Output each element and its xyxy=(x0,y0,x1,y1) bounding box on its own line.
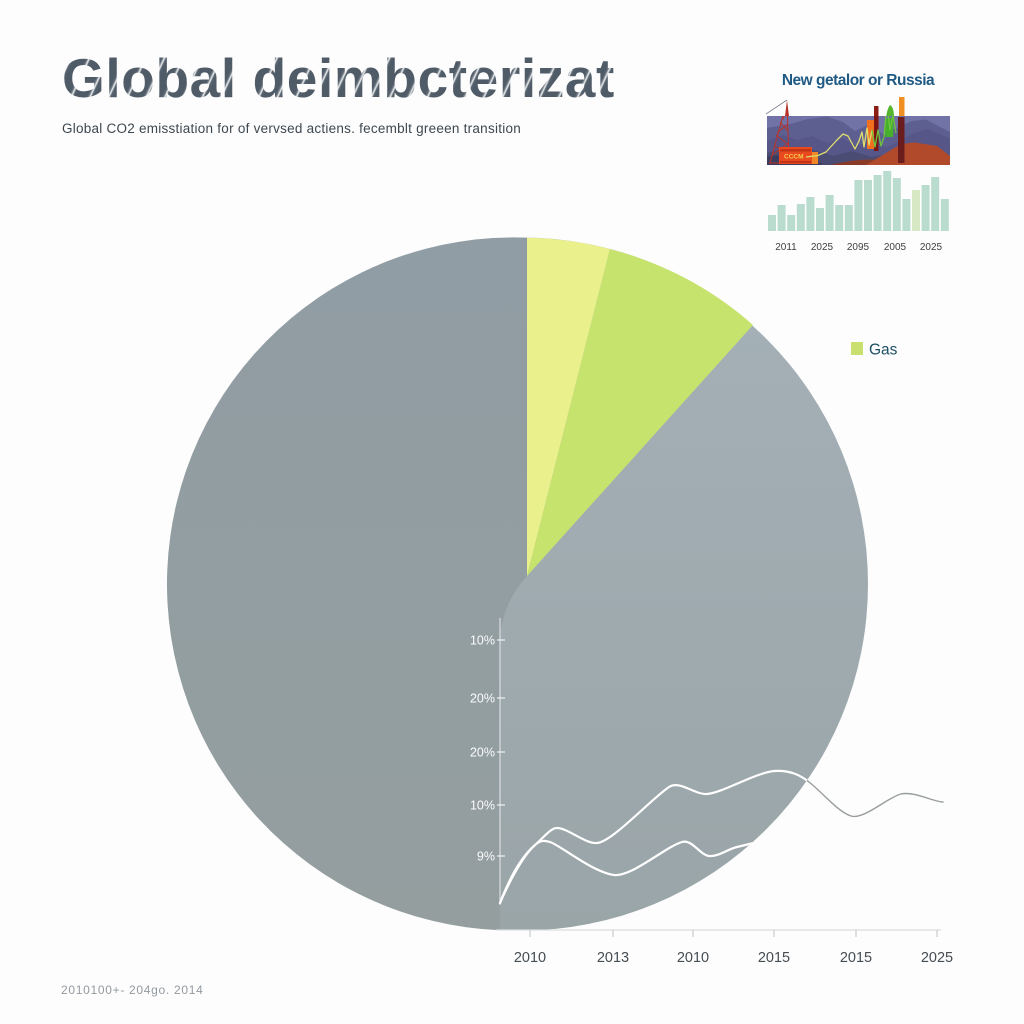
svg-text:9%: 9% xyxy=(477,850,495,864)
svg-text:2010: 2010 xyxy=(677,950,709,966)
svg-text:2025: 2025 xyxy=(920,242,943,253)
svg-text:20%: 20% xyxy=(470,692,495,706)
svg-text:2015: 2015 xyxy=(758,950,790,966)
svg-text:2013: 2013 xyxy=(597,950,629,966)
svg-text:CCCM: CCCM xyxy=(784,154,804,161)
svg-text:2011: 2011 xyxy=(775,242,797,253)
svg-text:2005: 2005 xyxy=(884,242,907,253)
svg-text:2010: 2010 xyxy=(514,950,546,966)
svg-text:Gas: Gas xyxy=(869,342,898,359)
svg-text:10%: 10% xyxy=(470,634,495,648)
svg-text:20%: 20% xyxy=(470,746,495,760)
svg-text:2095: 2095 xyxy=(847,242,870,253)
svg-text:2015: 2015 xyxy=(840,950,872,966)
svg-text:10%: 10% xyxy=(470,799,495,813)
svg-text:2025: 2025 xyxy=(811,242,834,253)
svg-text:2025: 2025 xyxy=(921,950,953,966)
